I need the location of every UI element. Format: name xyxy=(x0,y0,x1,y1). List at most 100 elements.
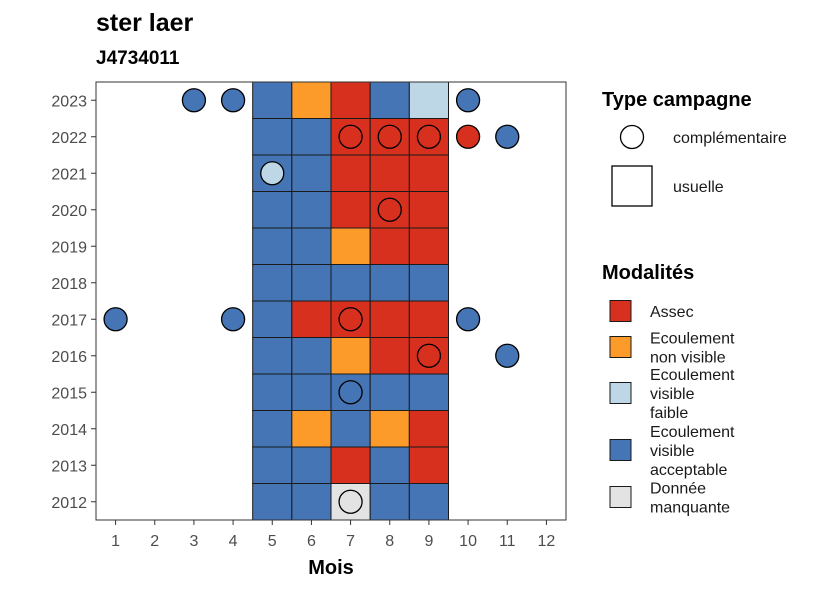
x-axis-title: Mois xyxy=(308,557,354,579)
point-2012-7 xyxy=(338,489,363,514)
legend-shape-circle xyxy=(619,124,645,150)
tile-2023-5 xyxy=(252,81,293,119)
tile-2014-6 xyxy=(291,410,332,448)
y-tick-label: 2021 xyxy=(51,166,87,183)
tile-2022-5 xyxy=(252,118,293,156)
point-2020-8 xyxy=(377,197,402,222)
tile-2014-7 xyxy=(330,410,371,448)
x-tick-label: 3 xyxy=(189,533,198,550)
legend-fill-label: non visible xyxy=(650,350,726,367)
tile-2022-6 xyxy=(291,118,332,156)
point-2015-7 xyxy=(338,380,363,405)
tile-2014-5 xyxy=(252,410,293,448)
point-2021-5 xyxy=(260,161,285,186)
point-2016-9 xyxy=(416,343,442,368)
tile-2016-7 xyxy=(330,337,371,375)
tile-2013-9 xyxy=(408,446,450,484)
legend-fill-label: Ecoulement xyxy=(650,424,735,441)
tile-2020-6 xyxy=(291,191,332,229)
tile-2023-9 xyxy=(408,81,450,119)
point-2022-9 xyxy=(416,124,442,149)
tile-2015-8 xyxy=(369,373,410,411)
y-tick-label: 2022 xyxy=(51,130,87,147)
tile-2020-9 xyxy=(408,191,450,229)
legend-fill-swatch-ecoulement_faible xyxy=(609,382,632,404)
legend-fill-label: manquante xyxy=(650,500,730,517)
tile-2017-5 xyxy=(252,300,293,338)
x-tick-label: 8 xyxy=(385,533,394,550)
x-tick-label: 5 xyxy=(268,533,277,550)
tile-2021-7 xyxy=(330,154,371,192)
tile-2015-5 xyxy=(252,373,293,411)
tile-2017-9 xyxy=(408,300,450,338)
point-2017-1 xyxy=(103,307,128,332)
legend-fill-label: faible xyxy=(650,405,688,422)
tile-2012-6 xyxy=(291,483,332,521)
tile-2014-8 xyxy=(369,410,410,448)
tile-2015-6 xyxy=(291,373,332,411)
legend-fill-swatch-assec xyxy=(609,300,632,322)
point-2022-10 xyxy=(455,124,481,149)
legend-fill-label: Donnée xyxy=(650,481,706,498)
legend-fill-swatch-ecoulement_non_visible xyxy=(609,336,632,358)
tile-2021-9 xyxy=(408,154,450,192)
x-tick-label: 2 xyxy=(150,533,159,550)
tile-2012-5 xyxy=(252,483,293,521)
tile-2019-6 xyxy=(291,227,332,265)
y-tick-label: 2016 xyxy=(51,349,87,366)
tile-2018-7 xyxy=(330,264,371,302)
x-tick-label: 9 xyxy=(424,533,433,550)
y-tick-label: 2013 xyxy=(51,458,87,475)
tile-2018-5 xyxy=(252,264,293,302)
tile-2013-5 xyxy=(252,446,293,484)
y-axis: 2012 2013 2014 2015 2016 2017 2018 2019 2020 2021… xyxy=(51,93,96,512)
legend-shape-label: usuelle xyxy=(673,179,724,196)
tile-2013-7 xyxy=(330,446,371,484)
tile-2017-6 xyxy=(291,300,332,338)
x-tick-label: 4 xyxy=(229,533,238,550)
tile-2023-6 xyxy=(291,81,332,119)
tile-2018-9 xyxy=(408,264,450,302)
legend-fill-label: Ecoulement xyxy=(650,367,735,384)
plot-border xyxy=(95,81,567,521)
tile-2023-8 xyxy=(369,81,410,119)
tile-2016-8 xyxy=(369,337,410,375)
point-2023-4 xyxy=(220,88,246,113)
x-tick-label: 1 xyxy=(111,533,120,550)
y-tick-label: 2020 xyxy=(51,203,87,220)
y-tick-label: 2014 xyxy=(51,422,87,439)
tile-2014-9 xyxy=(408,410,450,448)
legend-fill-swatch-donnee_manquante xyxy=(609,486,632,508)
tile-2017-8 xyxy=(369,300,410,338)
legend-fill-label: visible xyxy=(650,386,695,403)
y-tick-label: 2012 xyxy=(51,495,87,512)
tile-2023-7 xyxy=(330,81,371,119)
tile-2013-6 xyxy=(291,446,332,484)
legend-shape-square xyxy=(611,165,653,207)
x-tick-label: 7 xyxy=(346,533,355,550)
x-tick-label: 6 xyxy=(307,533,316,550)
legend-fill-label: acceptable xyxy=(650,462,727,479)
y-tick-label: 2018 xyxy=(51,276,87,293)
point-2022-7 xyxy=(338,124,363,149)
legend-shape-label: complémentaire xyxy=(673,130,787,147)
point-2017-7 xyxy=(338,307,363,332)
tile-2018-8 xyxy=(369,264,410,302)
legend-fill-label: visible xyxy=(650,443,695,460)
tile-2012-9 xyxy=(408,483,450,521)
x-axis: 1 2 3 4 5 6 7 8 9 10 11 12 xyxy=(111,520,555,550)
chart-title: ster laer xyxy=(96,9,194,37)
point-2023-10 xyxy=(455,88,481,113)
legend-fill-label: Ecoulement xyxy=(650,331,735,348)
tile-2015-9 xyxy=(408,373,450,411)
point-2022-11 xyxy=(495,124,520,149)
legend-shape-title: Type campagne xyxy=(602,89,752,111)
legend-fill-label: Assec xyxy=(650,304,694,321)
tile-layer xyxy=(252,81,450,521)
point-2022-8 xyxy=(377,124,402,149)
tile-2019-5 xyxy=(252,227,293,265)
x-tick-label: 12 xyxy=(538,533,556,550)
tile-2019-7 xyxy=(330,227,371,265)
legend-fill-title: Modalités xyxy=(602,262,694,284)
